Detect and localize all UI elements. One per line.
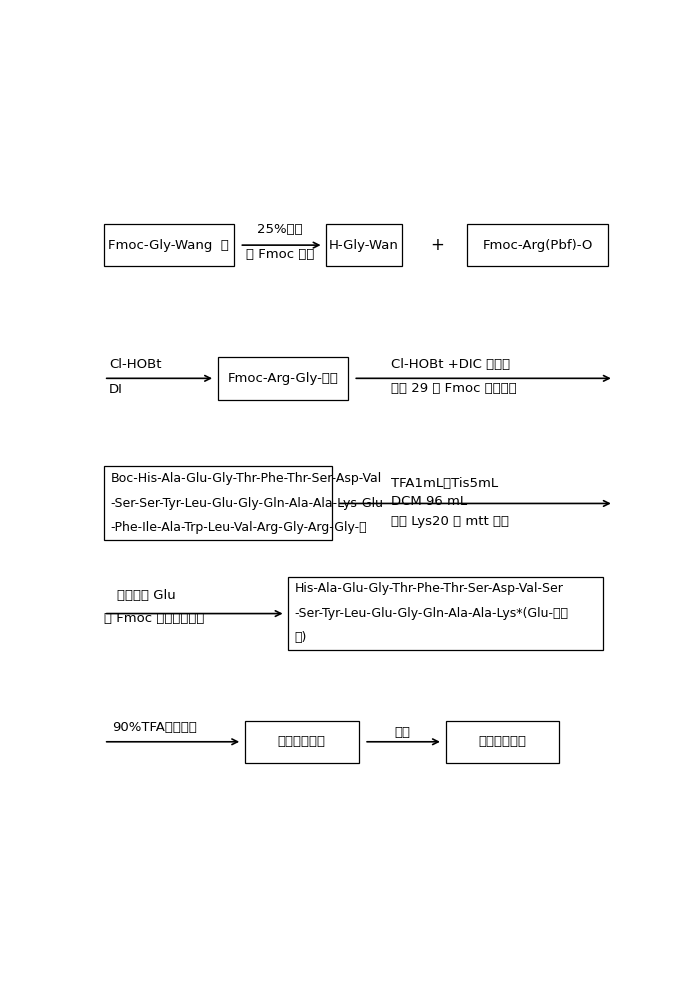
Text: H-Gly-Wan: H-Gly-Wan bbox=[329, 239, 399, 252]
Text: 直链 29 个 Fmoc 保护氨基: 直链 29 个 Fmoc 保护氨基 bbox=[391, 382, 517, 395]
Text: 侧链缩合 Glu: 侧链缩合 Glu bbox=[118, 589, 176, 602]
Text: 脱 Fmoc 后缩合棕榈酸: 脱 Fmoc 后缩合棕榈酸 bbox=[104, 612, 204, 625]
Text: -Phe-Ile-Ala-Trp-Leu-Val-Arg-Gly-Arg-Gly-树: -Phe-Ile-Ala-Trp-Leu-Val-Arg-Gly-Arg-Gly… bbox=[111, 521, 367, 534]
Text: 脱 Fmoc 保护: 脱 Fmoc 保护 bbox=[246, 248, 314, 261]
FancyBboxPatch shape bbox=[326, 224, 402, 266]
Text: Fmoc-Gly-Wang  树: Fmoc-Gly-Wang 树 bbox=[108, 239, 230, 252]
Text: +: + bbox=[430, 236, 444, 254]
FancyBboxPatch shape bbox=[245, 721, 358, 763]
Text: 纯品利拉鲁肽: 纯品利拉鲁肽 bbox=[479, 735, 526, 748]
Text: 纯化: 纯化 bbox=[394, 726, 410, 739]
Text: His-Ala-Glu-Gly-Thr-Phe-Thr-Ser-Asp-Val-Ser: His-Ala-Glu-Gly-Thr-Phe-Thr-Ser-Asp-Val-… bbox=[295, 582, 564, 595]
Text: Fmoc-Arg-Gly-树脂: Fmoc-Arg-Gly-树脂 bbox=[228, 372, 338, 385]
FancyBboxPatch shape bbox=[468, 224, 608, 266]
Text: 粗品利拉鲁肽: 粗品利拉鲁肽 bbox=[278, 735, 326, 748]
Text: DI: DI bbox=[109, 383, 123, 396]
Text: Boc-His-Ala-Glu-Gly-Thr-Phe-Thr-Ser-Asp-Val: Boc-His-Ala-Glu-Gly-Thr-Phe-Thr-Ser-Asp-… bbox=[111, 472, 382, 485]
Text: 酸): 酸) bbox=[295, 631, 307, 644]
Text: Cl-HOBt: Cl-HOBt bbox=[109, 358, 162, 371]
Text: Cl-HOBt +DIC 逐个缩: Cl-HOBt +DIC 逐个缩 bbox=[391, 358, 510, 371]
Text: -Ser-Tyr-Leu-Glu-Gly-Gln-Ala-Ala-Lys*(Glu-棕椰: -Ser-Tyr-Leu-Glu-Gly-Gln-Ala-Ala-Lys*(Gl… bbox=[295, 607, 568, 620]
FancyBboxPatch shape bbox=[104, 224, 234, 266]
FancyBboxPatch shape bbox=[288, 577, 603, 650]
Text: -Ser-Ser-Tyr-Leu-Glu-Gly-Gln-Ala-Ala-Lys-Glu: -Ser-Ser-Tyr-Leu-Glu-Gly-Gln-Ala-Ala-Lys… bbox=[111, 497, 384, 510]
Text: Fmoc-Arg(Pbf)-O: Fmoc-Arg(Pbf)-O bbox=[482, 239, 593, 252]
Text: TFA1mL、Tis5mL: TFA1mL、Tis5mL bbox=[391, 477, 498, 490]
Text: 25%哌啶: 25%哌啶 bbox=[258, 223, 303, 236]
Text: DCM 96 mL: DCM 96 mL bbox=[391, 495, 468, 508]
Text: 脱除 Lys20 的 mtt 保护: 脱除 Lys20 的 mtt 保护 bbox=[391, 515, 510, 528]
FancyBboxPatch shape bbox=[104, 466, 332, 540]
Text: 90%TFA切割树脂: 90%TFA切割树脂 bbox=[112, 721, 197, 734]
FancyBboxPatch shape bbox=[446, 721, 559, 763]
FancyBboxPatch shape bbox=[218, 357, 348, 400]
